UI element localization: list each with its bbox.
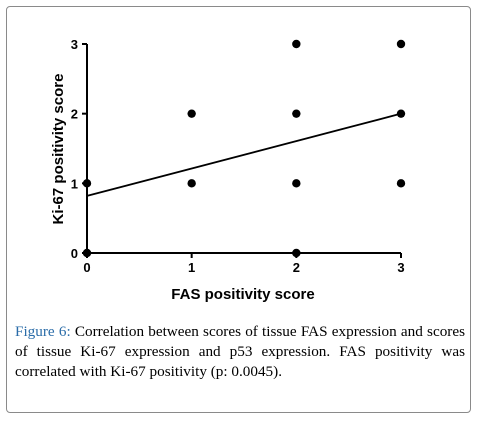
y-tick-label: 0 <box>71 246 78 261</box>
x-tick-label: 0 <box>83 260 90 275</box>
data-point <box>187 109 196 118</box>
regression-line-group <box>86 112 402 197</box>
y-tick-label: 2 <box>71 107 78 122</box>
y-axis-label: Ki-67 positivity score <box>50 74 67 225</box>
data-point <box>82 248 92 258</box>
data-point <box>396 39 406 49</box>
data-point <box>396 179 406 188</box>
data-point <box>292 109 301 118</box>
caption-label: Figure 6: <box>15 323 71 340</box>
data-point <box>396 109 406 118</box>
x-tick-label: 1 <box>188 260 195 275</box>
y-tick-label: 3 <box>71 37 78 52</box>
chart-axes <box>86 44 401 254</box>
x-tick-label: 3 <box>397 260 404 275</box>
y-tick-label: 1 <box>71 176 78 191</box>
figure-frame <box>6 6 471 413</box>
x-tick-label: 2 <box>293 260 300 275</box>
x-axis-label: FAS positivity score <box>171 286 314 303</box>
data-point <box>292 39 301 49</box>
data-point <box>82 179 92 188</box>
data-point <box>292 248 301 258</box>
caption-text: Correlation between scores of tissue FAS… <box>15 323 465 380</box>
data-point <box>292 179 301 188</box>
figure-caption: Figure 6: Correlation between scores of … <box>15 322 465 382</box>
data-point <box>187 179 196 188</box>
chart-points <box>82 39 406 258</box>
regression-line <box>86 112 402 197</box>
